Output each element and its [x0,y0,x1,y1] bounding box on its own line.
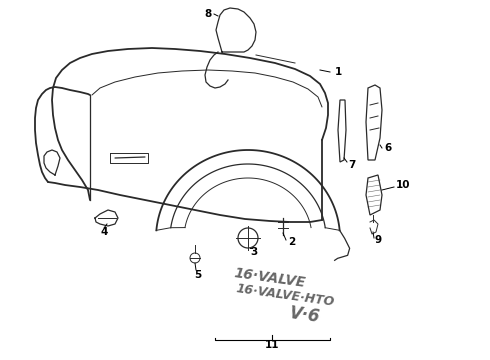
Text: 5: 5 [195,270,201,280]
Text: 2: 2 [289,237,295,247]
Text: 10: 10 [396,180,411,190]
Text: 4: 4 [100,227,108,237]
Text: 16·VALVE: 16·VALVE [233,266,307,290]
Text: 8: 8 [204,9,212,19]
Text: 11: 11 [265,340,279,350]
Text: 9: 9 [374,235,382,245]
Text: 3: 3 [250,247,258,257]
Text: 16·VALVE·HTO: 16·VALVE·HTO [235,282,335,309]
Text: 1: 1 [334,67,342,77]
Text: V·6: V·6 [289,304,321,326]
Text: 6: 6 [384,143,392,153]
Text: 7: 7 [348,160,356,170]
